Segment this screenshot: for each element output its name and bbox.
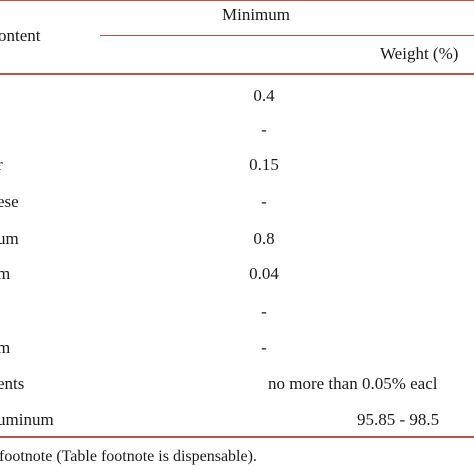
header-content-label: ontent <box>0 26 41 45</box>
row-element-label: r <box>0 155 3 175</box>
row-element-label: um <box>0 229 19 248</box>
header-sub-rule <box>100 35 474 36</box>
row-element-label: uminum <box>0 410 54 429</box>
row-minimum-value: 95.85 - 98.5 <box>357 410 440 429</box>
header-weight-label: Weight (%) <box>380 44 459 63</box>
header-bottom-rule <box>0 73 474 75</box>
row-minimum-value: - <box>261 338 267 357</box>
row-minimum-value: no more than 0.05% eacl <box>268 374 438 393</box>
table-bottom-rule <box>0 436 474 438</box>
row-element-label: ents <box>0 374 25 393</box>
header-minimum-label: Minimum <box>222 5 291 24</box>
table-footnote: footnote (Table footnote is dispensable)… <box>0 448 257 465</box>
row-minimum-value: - <box>261 120 267 139</box>
row-minimum-value: 0.8 <box>253 229 275 248</box>
row-minimum-value: 0.04 <box>249 264 279 283</box>
row-element-label: m <box>0 338 11 357</box>
table-top-rule <box>0 0 474 1</box>
row-minimum-value: 0.4 <box>253 86 275 105</box>
row-minimum-value: - <box>261 302 267 321</box>
row-element-label: ese <box>0 192 19 211</box>
row-element-label: m <box>0 264 11 283</box>
row-minimum-value: 0.15 <box>249 155 279 174</box>
row-minimum-value: - <box>261 192 267 211</box>
